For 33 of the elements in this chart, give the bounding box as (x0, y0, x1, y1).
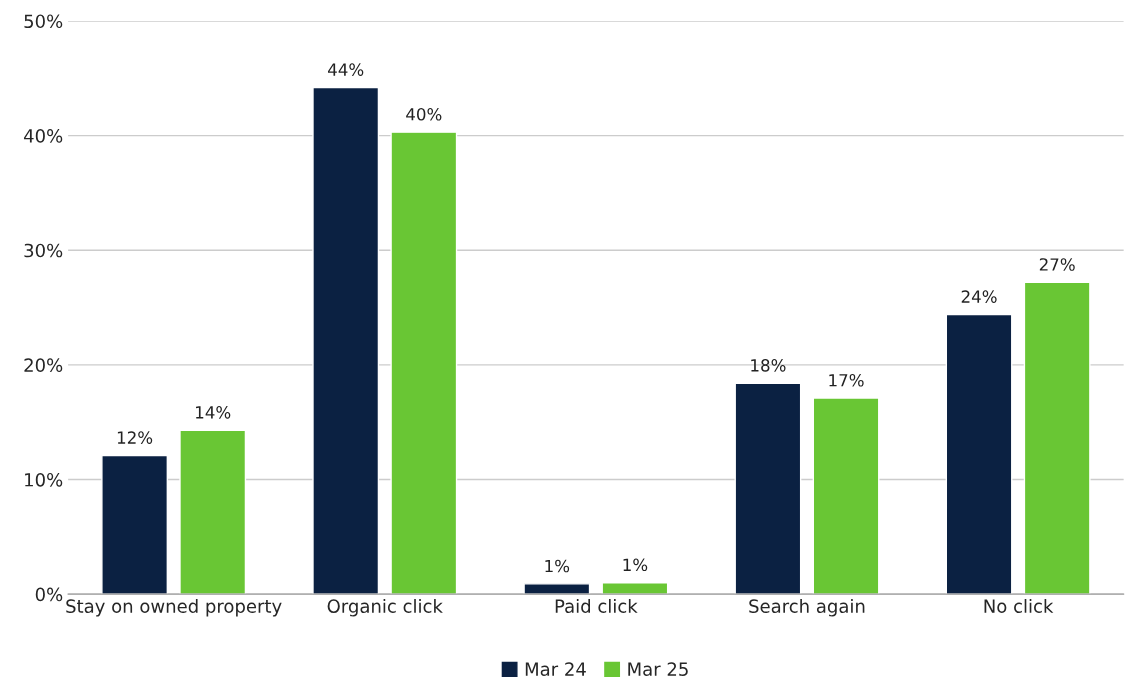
data-label: 14% (196, 406, 231, 419)
y-tick-label: 40% (23, 129, 63, 143)
x-tick-label: Paid click (555, 599, 638, 613)
data-label: 1% (545, 559, 570, 573)
bar (390, 131, 458, 595)
data-label: 24% (961, 290, 997, 303)
bar (812, 397, 880, 595)
bar (601, 581, 669, 595)
bar (1023, 281, 1091, 595)
data-label: 12% (117, 431, 153, 444)
bar (312, 86, 380, 595)
data-label: 1% (623, 558, 648, 572)
y-tick-label: 30% (24, 243, 63, 258)
bar (523, 583, 591, 595)
x-tick-label: Search again (749, 599, 865, 617)
bar (179, 429, 247, 595)
y-tick-label: 50% (24, 14, 63, 29)
y-tick-label: 0% (35, 587, 63, 602)
x-tick-label: No click (984, 599, 1054, 613)
y-tick-label: 20% (24, 358, 63, 372)
y-tick-label: 10% (25, 472, 63, 487)
bar (945, 313, 1013, 595)
legend-label: Mar 24 (525, 662, 586, 676)
x-tick-label: Stay on owned property (66, 599, 282, 617)
data-label: 40% (406, 108, 442, 121)
bar (101, 454, 169, 595)
bar (734, 382, 802, 595)
legend-label: Mar 25 (628, 662, 688, 676)
data-label: 44% (328, 63, 364, 76)
data-label: 27% (1039, 258, 1075, 271)
x-tick-label: Organic click (327, 599, 443, 617)
data-label: 17% (829, 373, 864, 387)
data-label: 18% (751, 359, 786, 372)
